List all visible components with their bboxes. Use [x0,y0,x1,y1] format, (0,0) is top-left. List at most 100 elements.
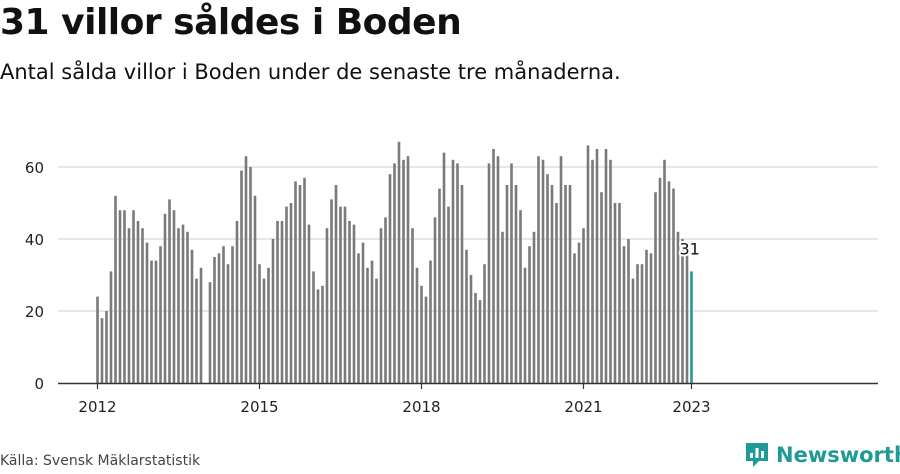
chart-subtitle: Antal sålda villor i Boden under de sena… [0,60,621,84]
bar [240,170,243,383]
bar [550,185,554,383]
brand-name: Newsworthy [776,443,900,467]
bar [168,199,171,383]
bar [582,228,585,383]
bar [658,177,662,383]
y-tick-label: 20 [25,303,44,321]
bar [420,285,423,383]
bar [456,163,459,383]
bar [339,206,342,383]
bar [532,231,536,383]
bar [474,293,477,383]
bar [618,203,621,383]
bar [370,260,374,383]
bar [289,203,293,383]
bar [447,206,450,383]
bar [672,188,675,383]
bar [208,282,212,383]
bar [226,264,230,383]
y-tick-label: 60 [25,159,44,177]
highlight-value-halo: 31 [680,239,700,258]
bar [415,267,419,383]
bar [330,199,333,383]
bar [555,203,558,383]
bar [307,224,311,383]
bar [316,289,320,383]
bar [519,210,522,383]
bar [388,174,392,383]
bar [451,159,455,383]
source-note: Källa: Svensk Mäklarstatistik [0,453,201,469]
bar [213,257,216,383]
bar [127,228,131,383]
bar [96,296,99,383]
bar [402,159,405,383]
bar [609,159,612,383]
bar [546,174,549,383]
bar [393,163,396,383]
bar [258,264,261,383]
y-tick-label: 0 [34,375,44,393]
bar [501,231,504,383]
highlight-value-label: 31 [680,239,700,258]
bar [100,318,104,383]
bar [487,163,491,383]
bar [150,260,153,383]
bar [136,221,140,383]
x-tick-label: 2012 [78,398,116,416]
bar [334,185,338,383]
bar [406,156,410,383]
bar [478,300,482,383]
bar [132,210,135,383]
bar [595,149,599,383]
bar [676,231,680,383]
bar [114,195,117,383]
bar [298,185,302,383]
bar [645,249,648,383]
bar [195,278,198,383]
bar [627,239,630,383]
bar [109,271,113,383]
bar [145,242,149,383]
bar [199,267,203,383]
bar [636,264,639,383]
x-tick-label: 2021 [564,398,602,416]
bar [496,156,500,383]
bar [573,253,576,383]
newsworthy-icon [746,443,768,467]
bar [681,239,684,383]
bar [141,228,144,383]
bar [541,159,545,383]
bar [181,224,185,383]
bar [483,264,486,383]
bar [528,246,531,383]
bar [649,253,653,383]
bar [424,296,428,383]
chart-title: 31 villor såldes i Boden [0,2,462,43]
bar [222,246,225,383]
bar [253,195,257,383]
highlight-bar [690,271,693,383]
bar [190,249,194,383]
bar [123,210,126,383]
bar [559,156,563,383]
bar [352,224,356,383]
bar [564,185,567,383]
bar [505,185,509,383]
bar [442,152,446,383]
bar [231,246,234,383]
bar [154,260,158,383]
x-tick-label: 2015 [240,398,278,416]
bar [379,228,383,383]
y-tick-label: 40 [25,231,44,249]
bar [294,181,297,383]
bar [492,149,495,383]
bar [285,206,288,383]
bar [600,192,603,383]
bar [366,267,369,383]
bar [537,156,540,383]
newsworthy-logo[interactable]: Newsworthy [744,441,900,469]
bar [384,217,387,383]
bar [244,156,248,383]
